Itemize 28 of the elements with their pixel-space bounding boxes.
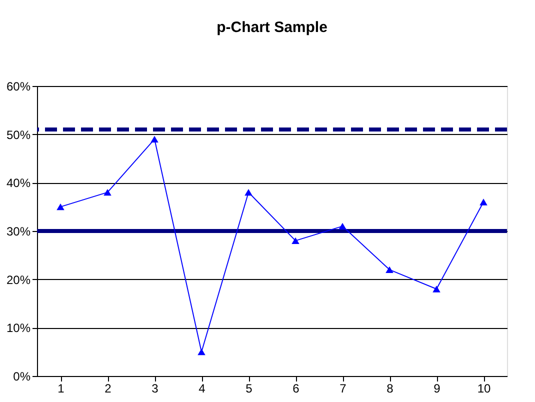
x-tick-label: 10	[477, 382, 491, 396]
x-tick-label: 9	[434, 382, 441, 396]
x-tick-label: 6	[292, 382, 300, 396]
chart-title: p-Chart Sample	[216, 19, 328, 36]
y-tick-label: 50%	[6, 128, 31, 142]
point	[150, 136, 158, 143]
y-tick-label: 0%	[13, 370, 31, 384]
point	[480, 198, 488, 206]
x-tick-label: 3	[152, 382, 159, 396]
x-tick-label: 1	[58, 382, 65, 396]
point	[432, 286, 440, 292]
x-tick-label: 5	[246, 382, 253, 396]
x-tick-label: 7	[340, 382, 347, 396]
point	[386, 266, 394, 274]
x-tick-label: 4	[198, 382, 206, 396]
y-tick-label: 10%	[6, 321, 31, 336]
y-tick-label: 20%	[6, 272, 31, 287]
y-tick-label: 60%	[6, 80, 31, 94]
point	[338, 222, 346, 230]
y-tick-label: 40%	[6, 176, 31, 190]
point	[104, 188, 112, 196]
y-tick-label: 30%	[6, 224, 31, 238]
point	[56, 203, 64, 210]
point	[292, 237, 300, 244]
x-tick-label: 2	[104, 382, 112, 396]
point	[198, 348, 206, 356]
x-tick-label: 8	[386, 382, 394, 396]
point	[244, 188, 252, 196]
